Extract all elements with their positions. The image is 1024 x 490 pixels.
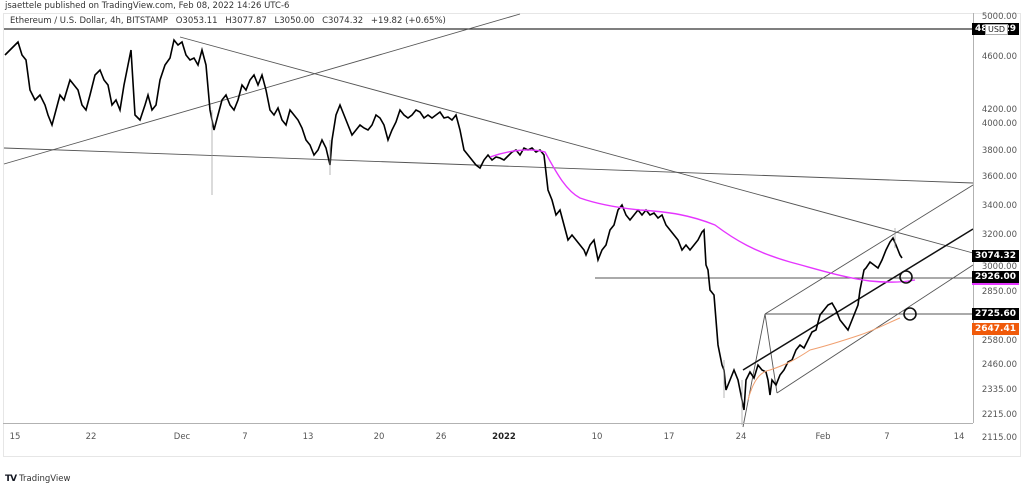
ohlc-open: O3053.11 [175,16,218,26]
y-tick: 4600.00 [981,52,1017,62]
y-tick: 4200.00 [981,105,1017,115]
time-axis[interactable]: 15 22 Dec 7 13 20 26 2022 10 17 24 Feb 7… [3,423,973,447]
tradingview-logo-icon: TV [5,474,17,484]
x-tick-year: 2022 [492,432,516,442]
x-tick: Feb [815,432,831,442]
chart-frame [3,13,1021,457]
ohlc-high: H3077.87 [225,16,267,26]
support-circle-2725 [903,307,917,321]
x-tick: 13 [302,432,314,442]
x-tick: 17 [663,432,675,442]
x-tick: 15 [9,432,21,442]
price-axis[interactable]: 5000.00 4800.29 4600.00 4200.00 4000.00 … [972,12,1022,443]
ma-long-line [489,149,916,283]
x-tick: 22 [85,432,97,442]
ma-short-badge: 2647.41 [972,323,1019,335]
support-circle-2926 [899,270,913,284]
candles [4,38,903,411]
publisher-line: jsaettele published on TradingView.com, … [5,1,290,11]
ma-short-line [747,317,901,401]
level-2725-badge: 2725.60 [972,308,1019,320]
ohlc-low: L3050.00 [274,16,315,26]
symbol-name: Ethereum / U.S. Dollar, 4h, BITSTAMP [10,16,169,26]
candle-wicks [211,110,896,425]
y-tick: 2215.00 [981,410,1017,420]
trendlines [3,13,974,428]
y-tick: 5000.00 [981,12,1017,22]
y-tick: 3400.00 [981,201,1017,211]
x-tick: 10 [591,432,603,442]
y-tick: 3000.00 [981,262,1017,272]
tradingview-logo[interactable]: TV TradingView [5,474,70,484]
x-tick: 20 [373,432,385,442]
x-tick: 14 [953,432,965,442]
tradingview-logo-text: TradingView [19,474,71,484]
y-tick: 2850.00 [981,287,1017,297]
ohlc-change: +19.82 (+0.65%) [370,16,446,26]
last-price-badge: 3074.32 [972,250,1019,262]
x-tick: Dec [173,432,191,442]
y-tick: 2115.00 [981,433,1017,443]
x-tick: 7 [242,432,248,442]
y-tick: 3800.00 [981,146,1017,156]
currency-label[interactable]: USD [985,24,1009,35]
y-tick: 2580.00 [981,336,1017,346]
y-tick: 3200.00 [981,230,1017,240]
y-tick: 3600.00 [981,172,1017,182]
x-tick: 7 [884,432,890,442]
x-tick: 26 [435,432,447,442]
y-tick: 2460.00 [981,360,1017,370]
x-tick: 24 [735,432,747,442]
ohlc-close: C3074.32 [322,16,364,26]
y-tick: 2335.00 [981,385,1017,395]
symbol-legend: Ethereum / U.S. Dollar, 4h, BITSTAMP O30… [8,15,453,27]
y-tick: 4000.00 [981,119,1017,129]
ma-long-badge: 2926.00 [972,271,1019,285]
